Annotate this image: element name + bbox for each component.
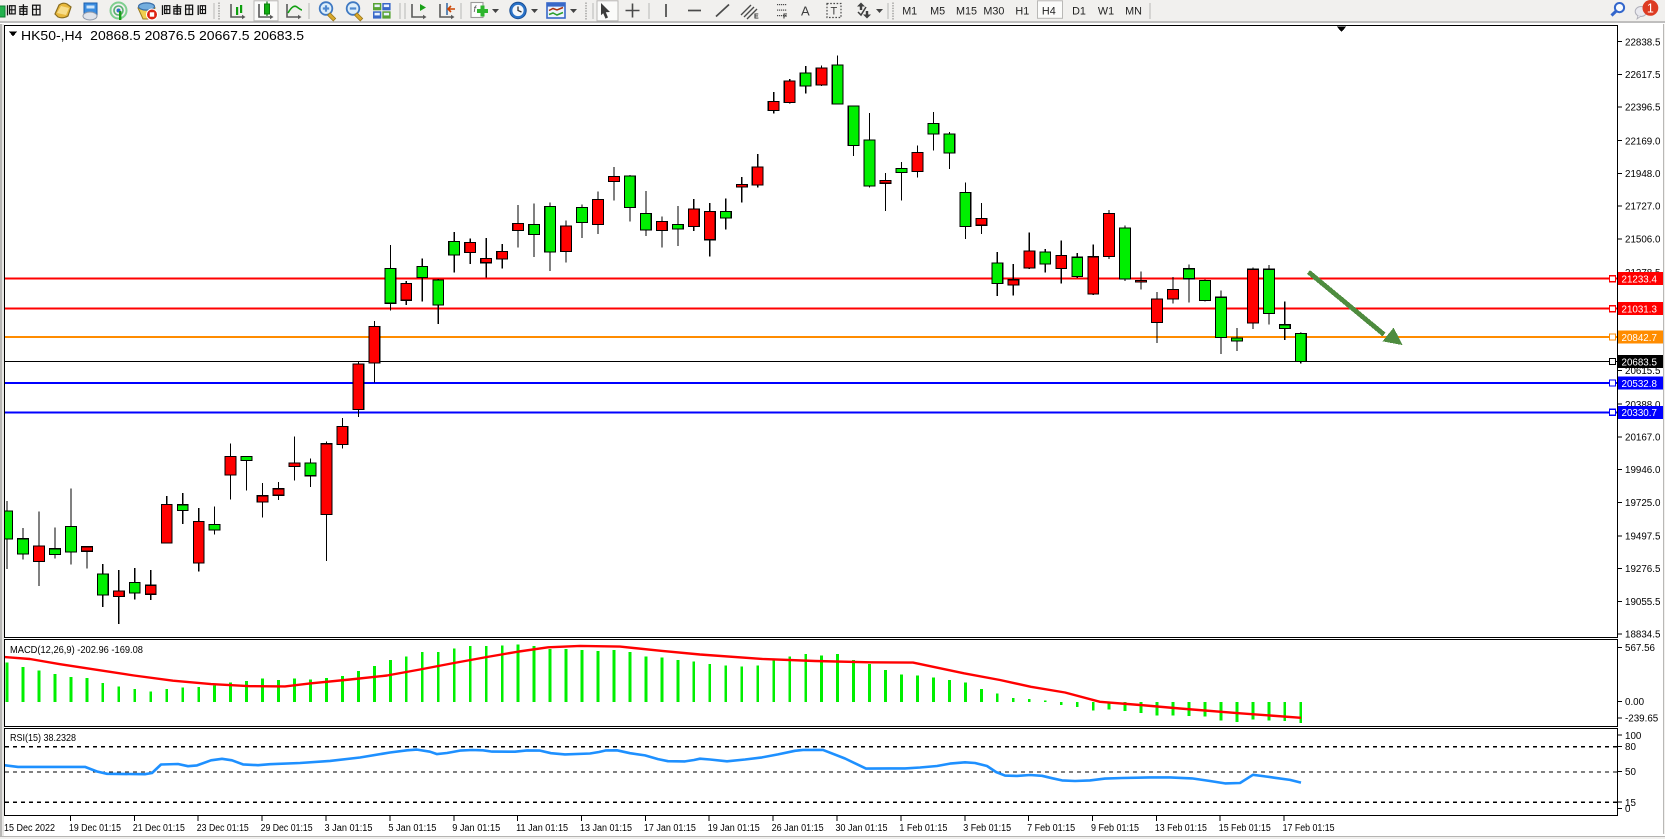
svg-text:30 Jan 01:15: 30 Jan 01:15 [836,823,889,834]
svg-text:M1: M1 [902,6,917,18]
svg-text:19946.0: 19946.0 [1625,465,1661,476]
svg-text:1: 1 [1647,1,1654,15]
svg-text:T: T [831,6,838,18]
svg-text:13 Feb 01:15: 13 Feb 01:15 [1155,823,1207,834]
svg-text:0: 0 [1625,804,1631,815]
svg-text:80: 80 [1625,742,1636,753]
svg-text:F: F [783,14,788,21]
svg-text:3 Feb 01:15: 3 Feb 01:15 [963,823,1011,834]
svg-text:19 Dec 01:15: 19 Dec 01:15 [69,823,121,834]
svg-text:19497.5: 19497.5 [1625,532,1661,543]
svg-text:f: f [474,4,478,14]
svg-text:15 Dec 2022: 15 Dec 2022 [4,823,55,834]
svg-text:H1: H1 [1015,6,1029,18]
svg-text:9 Feb 01:15: 9 Feb 01:15 [1091,823,1139,834]
svg-text:13 Jan 01:15: 13 Jan 01:15 [580,823,633,834]
svg-text:21727.0: 21727.0 [1625,202,1661,213]
svg-text:22396.5: 22396.5 [1625,103,1661,114]
svg-text:D1: D1 [1072,6,1086,18]
svg-text:M30: M30 [983,6,1004,18]
svg-text:26 Jan 01:15: 26 Jan 01:15 [772,823,825,834]
svg-text:19 Jan 01:15: 19 Jan 01:15 [708,823,761,834]
svg-text:21031.3: 21031.3 [1622,305,1658,316]
svg-text:11 Jan 01:15: 11 Jan 01:15 [516,823,569,834]
svg-text:-239.65: -239.65 [1625,713,1659,724]
svg-text:21233.4: 21233.4 [1622,274,1658,285]
svg-text:20532.8: 20532.8 [1622,379,1658,390]
svg-text:MN: MN [1125,6,1142,18]
svg-text:M15: M15 [956,6,977,18]
svg-text:HK50-,H4 20868.5 20876.5 2066: HK50-,H4 20868.5 20876.5 20667.5 20683.5 [21,28,304,43]
svg-text:20615.5: 20615.5 [1625,366,1661,377]
svg-text:19725.0: 19725.0 [1625,498,1661,509]
svg-text:19276.5: 19276.5 [1625,564,1661,575]
svg-text:567.56: 567.56 [1625,643,1656,654]
svg-text:18834.5: 18834.5 [1625,630,1661,641]
svg-text:3 Jan 01:15: 3 Jan 01:15 [325,823,374,834]
svg-text:H4: H4 [1042,6,1056,18]
svg-text:RSI(15) 38.2328: RSI(15) 38.2328 [10,733,76,744]
svg-text:E: E [754,14,759,21]
svg-text:21 Dec 01:15: 21 Dec 01:15 [133,823,185,834]
svg-text:20330.7: 20330.7 [1622,408,1657,419]
svg-text:23 Dec 01:15: 23 Dec 01:15 [197,823,249,834]
svg-text:20167.0: 20167.0 [1625,433,1661,444]
svg-text:0.00: 0.00 [1625,697,1645,708]
svg-text:22617.5: 22617.5 [1625,70,1661,81]
svg-text:W1: W1 [1098,6,1114,18]
svg-text:20842.7: 20842.7 [1622,333,1657,344]
svg-text:5 Jan 01:15: 5 Jan 01:15 [388,823,437,834]
svg-text:15 Feb 01:15: 15 Feb 01:15 [1219,823,1271,834]
svg-text:1 Feb 01:15: 1 Feb 01:15 [899,823,947,834]
svg-text:7 Feb 01:15: 7 Feb 01:15 [1027,823,1075,834]
svg-text:29 Dec 01:15: 29 Dec 01:15 [261,823,313,834]
svg-text:A: A [801,4,810,19]
svg-text:17 Jan 01:15: 17 Jan 01:15 [644,823,697,834]
svg-text:22169.0: 22169.0 [1625,136,1661,147]
svg-text:MACD(12,26,9) -202.96 -169.08: MACD(12,26,9) -202.96 -169.08 [10,645,143,656]
svg-text:20683.5: 20683.5 [1622,357,1658,368]
svg-text:21506.0: 21506.0 [1625,234,1661,245]
svg-text:100: 100 [1625,731,1642,742]
svg-text:50: 50 [1625,767,1636,778]
svg-text:M5: M5 [930,6,945,18]
svg-text:17 Feb 01:15: 17 Feb 01:15 [1283,823,1335,834]
svg-text:20388.0: 20388.0 [1625,400,1661,411]
svg-text:21948.0: 21948.0 [1625,169,1661,180]
svg-text:19055.5: 19055.5 [1625,597,1661,608]
svg-text:9 Jan 01:15: 9 Jan 01:15 [452,823,501,834]
svg-text:15: 15 [1625,798,1636,809]
svg-text:22838.5: 22838.5 [1625,37,1661,48]
